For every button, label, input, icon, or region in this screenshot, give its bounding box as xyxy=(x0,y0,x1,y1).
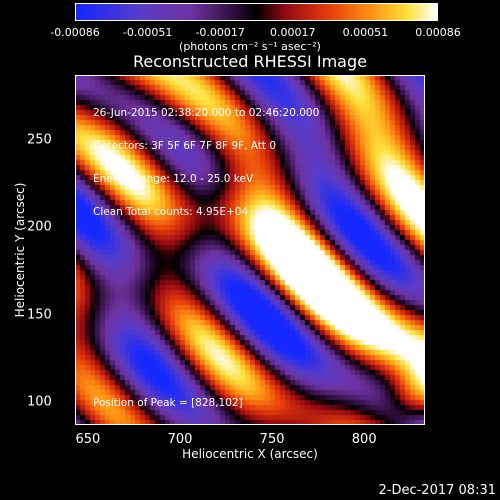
colorbar-gradient xyxy=(76,4,437,20)
x-tick-label: 700 xyxy=(167,432,193,447)
y-tick-label: 250 xyxy=(27,132,52,148)
heatmap-image xyxy=(75,75,425,425)
x-tick-label: 800 xyxy=(351,432,377,447)
y-tick-label: 200 xyxy=(27,219,52,235)
x-axis-label: Heliocentric X (arcsec) xyxy=(182,447,318,461)
colorbar-tick-label: -0.00017 xyxy=(195,26,245,39)
y-tick-label: 150 xyxy=(27,307,52,323)
colorbar-tick-label: 0.00017 xyxy=(270,26,316,39)
colorbar-tick-label: -0.00086 xyxy=(50,26,100,39)
colorbar-tick-label: 0.00086 xyxy=(415,26,461,39)
y-tick-label: 100 xyxy=(27,394,52,410)
x-tick-label: 650 xyxy=(75,432,101,447)
heatmap-plot xyxy=(75,75,425,425)
colorbar-tick-label: 0.00051 xyxy=(342,26,389,39)
colorbar xyxy=(75,3,438,21)
colorbar-tick-label: -0.00051 xyxy=(122,26,173,39)
colorbar-unit: (photons cm⁻² s⁻¹ asec⁻²) xyxy=(179,40,321,53)
annotation-time-range: 26-Jun-2015 02:38:20.000 to 02:46:20.000 xyxy=(93,107,320,119)
timestamp: 2-Dec-2017 08:31 xyxy=(378,483,497,498)
info-annotations: 26-Jun-2015 02:38:20.000 to 02:46:20.000… xyxy=(93,86,319,229)
annotation-energy-range: Energy Range: 12.0 - 25.0 keV xyxy=(93,173,254,185)
x-tick-label: 750 xyxy=(259,432,285,447)
peak-position-label: Position of Peak = [828,102] xyxy=(93,397,243,409)
annotation-total-counts: Clean Total counts: 4.95E+04 xyxy=(93,206,249,218)
chart-title: Reconstructed RHESSI Image xyxy=(133,52,367,71)
y-axis-label: Heliocentric Y (arcsec) xyxy=(13,182,27,318)
annotation-detectors: Detectors: 3F 5F 6F 7F 8F 9F, Att 0 xyxy=(93,140,277,152)
